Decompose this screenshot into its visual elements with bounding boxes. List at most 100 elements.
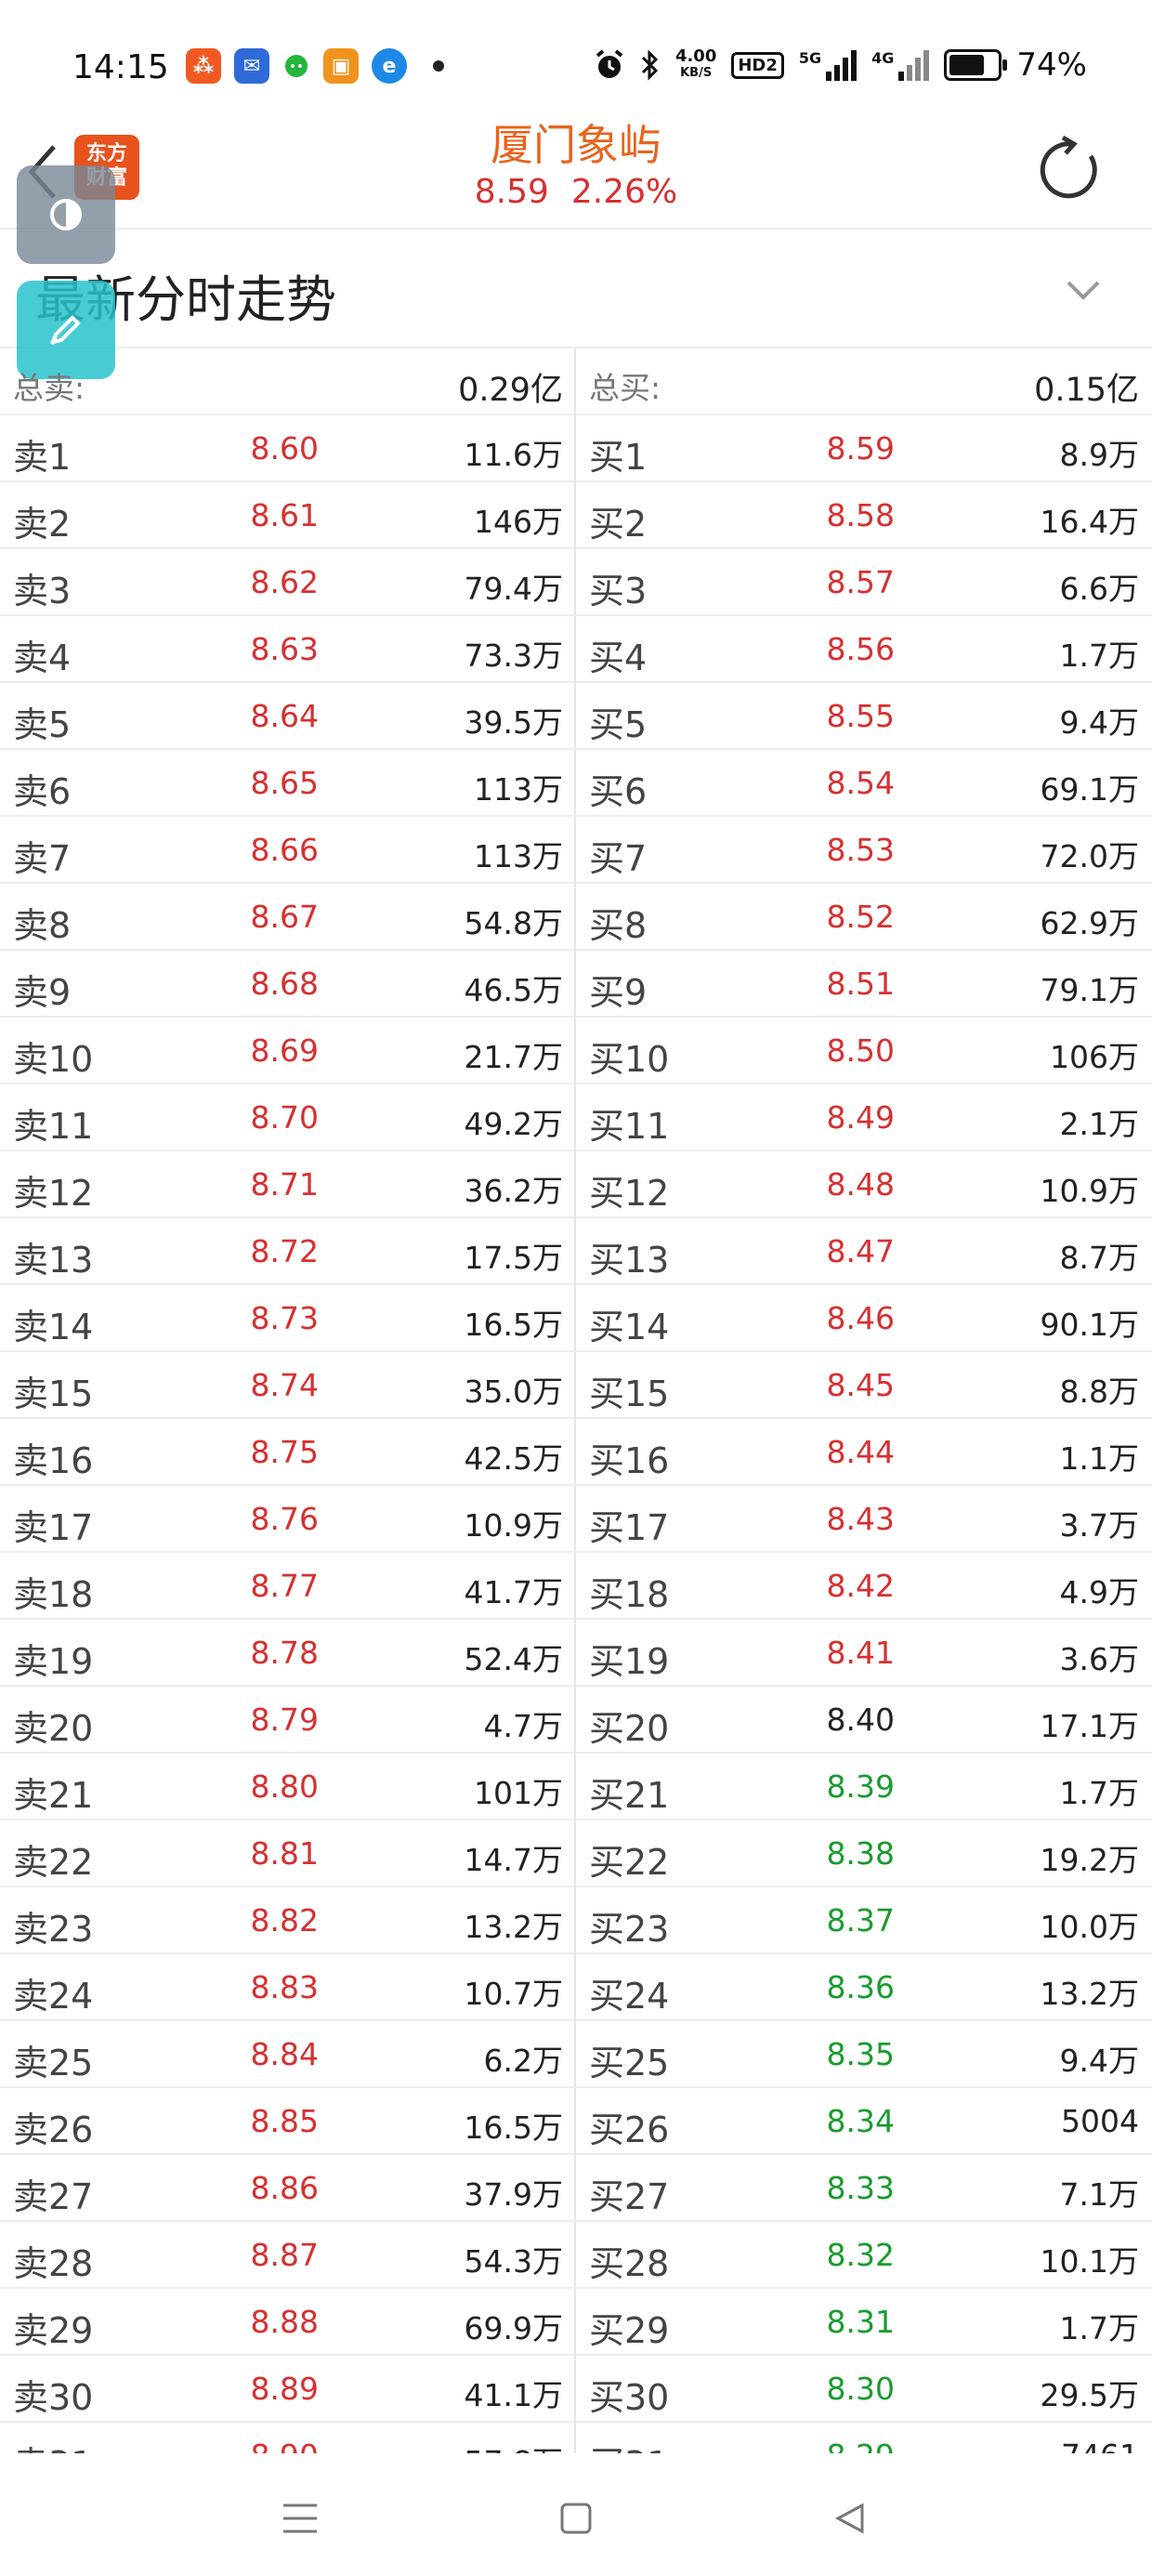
- order-book-row[interactable]: 卖31 8.90 57.8万 买31 8.29 7461: [0, 2423, 1152, 2453]
- chevron-down-icon[interactable]: [1061, 268, 1106, 312]
- bid-level[interactable]: 买30 8.30 29.5万: [576, 2356, 1150, 2421]
- order-book-row[interactable]: 卖14 8.73 16.5万 买14 8.46 90.1万: [0, 1285, 1152, 1352]
- bid-level[interactable]: 买12 8.48 10.9万: [576, 1151, 1150, 1216]
- bid-level[interactable]: 买11 8.49 2.1万: [576, 1084, 1150, 1150]
- bid-level[interactable]: 买5 8.55 9.4万: [576, 683, 1150, 748]
- bid-level[interactable]: 买4 8.56 1.7万: [576, 616, 1150, 681]
- bid-level[interactable]: 买28 8.32 10.1万: [576, 2222, 1150, 2287]
- bid-level[interactable]: 买26 8.34 5004: [576, 2088, 1150, 2153]
- order-book-row[interactable]: 卖26 8.85 16.5万 买26 8.34 5004: [0, 2088, 1152, 2155]
- bid-level[interactable]: 买7 8.53 72.0万: [576, 817, 1150, 882]
- ask-level[interactable]: 卖17 8.76 10.9万: [0, 1486, 574, 1551]
- nav-back-button[interactable]: [821, 2491, 877, 2546]
- bid-level[interactable]: 买8 8.52 62.9万: [576, 884, 1150, 949]
- ask-level[interactable]: 卖21 8.80 101万: [0, 1754, 574, 1819]
- bid-level[interactable]: 买23 8.37 10.0万: [576, 1887, 1150, 1952]
- ask-level[interactable]: 卖15 8.74 35.0万: [0, 1352, 574, 1417]
- order-book-row[interactable]: 卖12 8.71 36.2万 买12 8.48 10.9万: [0, 1151, 1152, 1218]
- ask-level[interactable]: 卖31 8.90 57.8万: [0, 2423, 574, 2453]
- bid-level[interactable]: 买9 8.51 79.1万: [576, 951, 1150, 1016]
- ask-level[interactable]: 卖24 8.83 10.7万: [0, 1954, 574, 2019]
- ask-level[interactable]: 卖16 8.75 42.5万: [0, 1419, 574, 1484]
- refresh-button[interactable]: [1035, 134, 1107, 206]
- order-book-row[interactable]: 卖17 8.76 10.9万 买17 8.43 3.7万: [0, 1486, 1152, 1553]
- order-book-row[interactable]: 卖1 8.60 11.6万 买1 8.59 8.9万: [0, 415, 1152, 482]
- ask-level[interactable]: 卖14 8.73 16.5万: [0, 1285, 574, 1350]
- section-header[interactable]: 最新分时走势: [0, 230, 1152, 348]
- ask-level[interactable]: 卖29 8.88 69.9万: [0, 2289, 574, 2354]
- ask-level[interactable]: 卖19 8.78 52.4万: [0, 1620, 574, 1685]
- order-book-row[interactable]: 卖5 8.64 39.5万 买5 8.55 9.4万: [0, 683, 1152, 750]
- bid-level[interactable]: 买15 8.45 8.8万: [576, 1352, 1150, 1417]
- order-book-row[interactable]: 卖18 8.77 41.7万 买18 8.42 4.9万: [0, 1553, 1152, 1620]
- ask-level[interactable]: 卖6 8.65 113万: [0, 750, 574, 815]
- ask-level[interactable]: 卖28 8.87 54.3万: [0, 2222, 574, 2287]
- bid-level[interactable]: 买18 8.42 4.9万: [576, 1553, 1150, 1618]
- ask-level[interactable]: 卖11 8.70 49.2万: [0, 1084, 574, 1150]
- ask-level[interactable]: 卖20 8.79 4.7万: [0, 1687, 574, 1752]
- bid-level[interactable]: 买16 8.44 1.1万: [576, 1419, 1150, 1484]
- order-book-row[interactable]: 卖4 8.63 73.3万 买4 8.56 1.7万: [0, 616, 1152, 683]
- ask-level[interactable]: 卖8 8.67 54.8万: [0, 884, 574, 949]
- order-book-row[interactable]: 卖19 8.78 52.4万 买19 8.41 3.6万: [0, 1620, 1152, 1687]
- order-book-row[interactable]: 卖11 8.70 49.2万 买11 8.49 2.1万: [0, 1084, 1152, 1151]
- order-book-row[interactable]: 卖13 8.72 17.5万 买13 8.47 8.7万: [0, 1218, 1152, 1285]
- bid-level[interactable]: 买31 8.29 7461: [576, 2423, 1150, 2453]
- order-book-row[interactable]: 卖3 8.62 79.4万 买3 8.57 6.6万: [0, 549, 1152, 616]
- order-book-row[interactable]: 卖8 8.67 54.8万 买8 8.52 62.9万: [0, 884, 1152, 951]
- ask-level[interactable]: 卖2 8.61 146万: [0, 482, 574, 547]
- bid-level[interactable]: 买10 8.50 106万: [576, 1018, 1150, 1083]
- order-book-row[interactable]: 卖2 8.61 146万 买2 8.58 16.4万: [0, 482, 1152, 549]
- ask-level[interactable]: 卖10 8.69 21.7万: [0, 1018, 574, 1083]
- order-book-row[interactable]: 卖9 8.68 46.5万 买9 8.51 79.1万: [0, 951, 1152, 1018]
- ask-level[interactable]: 卖26 8.85 16.5万: [0, 2088, 574, 2153]
- order-book-row[interactable]: 卖21 8.80 101万 买21 8.39 1.7万: [0, 1754, 1152, 1820]
- bid-level[interactable]: 买1 8.59 8.9万: [576, 415, 1150, 480]
- ask-level[interactable]: 卖9 8.68 46.5万: [0, 951, 574, 1016]
- order-book-row[interactable]: 卖10 8.69 21.7万 买10 8.50 106万: [0, 1018, 1152, 1084]
- order-book-row[interactable]: 卖28 8.87 54.3万 买28 8.32 10.1万: [0, 2222, 1152, 2289]
- ask-level[interactable]: 卖23 8.82 13.2万: [0, 1887, 574, 1952]
- bid-level[interactable]: 买27 8.33 7.1万: [576, 2155, 1150, 2220]
- ask-level[interactable]: 卖30 8.89 41.1万: [0, 2356, 574, 2421]
- order-book-row[interactable]: 卖27 8.86 37.9万 买27 8.33 7.1万: [0, 2155, 1152, 2222]
- bid-level[interactable]: 买17 8.43 3.7万: [576, 1486, 1150, 1551]
- order-book-row[interactable]: 卖6 8.65 113万 买6 8.54 69.1万: [0, 750, 1152, 817]
- recent-apps-button[interactable]: [272, 2491, 328, 2546]
- ask-level[interactable]: 卖27 8.86 37.9万: [0, 2155, 574, 2220]
- ask-level[interactable]: 卖7 8.66 113万: [0, 817, 574, 882]
- bid-level[interactable]: 买21 8.39 1.7万: [576, 1754, 1150, 1819]
- bid-level[interactable]: 买22 8.38 19.2万: [576, 1820, 1150, 1886]
- bid-level[interactable]: 买24 8.36 13.2万: [576, 1954, 1150, 2019]
- order-book-row[interactable]: 卖30 8.89 41.1万 买30 8.30 29.5万: [0, 2356, 1152, 2423]
- bid-level[interactable]: 买2 8.58 16.4万: [576, 482, 1150, 547]
- bid-level[interactable]: 买13 8.47 8.7万: [576, 1218, 1150, 1283]
- pen-tool-button[interactable]: [17, 281, 115, 379]
- order-book-row[interactable]: 卖15 8.74 35.0万 买15 8.45 8.8万: [0, 1352, 1152, 1419]
- order-book-row[interactable]: 卖23 8.82 13.2万 买23 8.37 10.0万: [0, 1887, 1152, 1954]
- ask-level[interactable]: 卖22 8.81 14.7万: [0, 1820, 574, 1886]
- ask-level[interactable]: 卖3 8.62 79.4万: [0, 549, 574, 614]
- order-book-row[interactable]: 卖7 8.66 113万 买7 8.53 72.0万: [0, 817, 1152, 884]
- order-book[interactable]: 总卖: 0.29亿 总买: 0.15亿 卖1 8.60 11.6万 买1 8.59 8.9…: [0, 348, 1152, 2453]
- bid-level[interactable]: 买20 8.40 17.1万: [576, 1687, 1150, 1752]
- order-book-row[interactable]: 卖20 8.79 4.7万 买20 8.40 17.1万: [0, 1687, 1152, 1754]
- order-book-row[interactable]: 卖29 8.88 69.9万 买29 8.31 1.7万: [0, 2289, 1152, 2356]
- bid-level[interactable]: 买14 8.46 90.1万: [576, 1285, 1150, 1350]
- ask-level[interactable]: 卖12 8.71 36.2万: [0, 1151, 574, 1216]
- order-book-row[interactable]: 卖25 8.84 6.2万 买25 8.35 9.4万: [0, 2021, 1152, 2088]
- bid-level[interactable]: 买3 8.57 6.6万: [576, 549, 1150, 614]
- bid-level[interactable]: 买25 8.35 9.4万: [576, 2021, 1150, 2086]
- ask-level[interactable]: 卖4 8.63 73.3万: [0, 616, 574, 681]
- ask-level[interactable]: 卖13 8.72 17.5万: [0, 1218, 574, 1283]
- ask-level[interactable]: 卖1 8.60 11.6万: [0, 415, 574, 480]
- contrast-tool-button[interactable]: [17, 165, 115, 264]
- ask-level[interactable]: 卖25 8.84 6.2万: [0, 2021, 574, 2086]
- order-book-row[interactable]: 卖24 8.83 10.7万 买24 8.36 13.2万: [0, 1954, 1152, 2021]
- home-button[interactable]: [548, 2491, 604, 2546]
- bid-level[interactable]: 买6 8.54 69.1万: [576, 750, 1150, 815]
- bid-level[interactable]: 买19 8.41 3.6万: [576, 1620, 1150, 1685]
- bid-level[interactable]: 买29 8.31 1.7万: [576, 2289, 1150, 2354]
- order-book-row[interactable]: 卖16 8.75 42.5万 买16 8.44 1.1万: [0, 1419, 1152, 1486]
- order-book-row[interactable]: 卖22 8.81 14.7万 买22 8.38 19.2万: [0, 1820, 1152, 1887]
